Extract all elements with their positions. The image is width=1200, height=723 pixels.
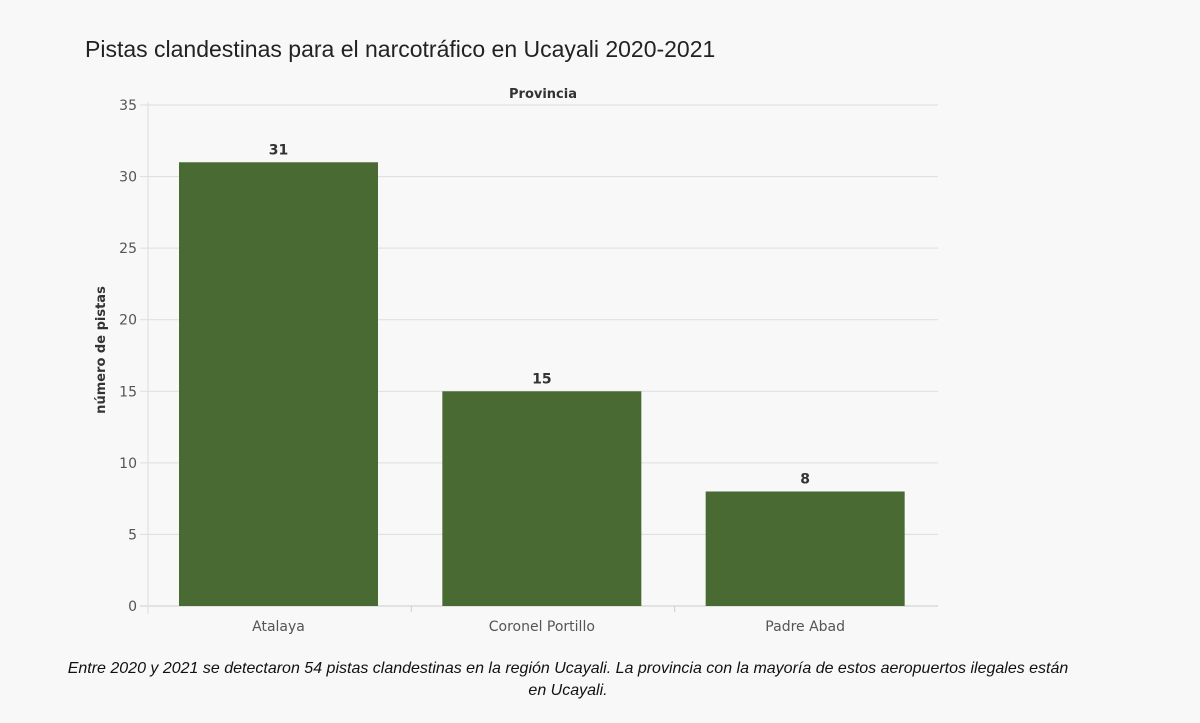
y-tick-label: 30 bbox=[119, 170, 137, 186]
data-label: 31 bbox=[269, 142, 288, 158]
chart-caption: Entre 2020 y 2021 se detectaron 54 pista… bbox=[67, 660, 1069, 699]
data-label: 15 bbox=[532, 371, 551, 387]
x-tick-label: Atalaya bbox=[252, 619, 305, 635]
column-header: Provincia bbox=[509, 87, 577, 102]
bar-coronel-portillo bbox=[442, 391, 642, 606]
y-tick-label: 15 bbox=[119, 384, 137, 400]
bar-padre-abad bbox=[705, 491, 905, 606]
x-tick-label: Coronel Portillo bbox=[489, 619, 595, 635]
y-tick-label: 35 bbox=[119, 98, 137, 114]
y-tick-label: 0 bbox=[128, 599, 137, 615]
x-tick-label: Padre Abad bbox=[765, 619, 845, 635]
y-axis-label: número de pistas bbox=[94, 286, 109, 414]
y-tick-label: 5 bbox=[128, 527, 137, 543]
bar-atalaya bbox=[179, 162, 378, 606]
chart-title: Pistas clandestinas para el narcotráfico… bbox=[85, 36, 716, 62]
y-tick-label: 10 bbox=[119, 456, 137, 472]
y-tick-label: 25 bbox=[119, 241, 137, 257]
data-label: 8 bbox=[800, 471, 810, 487]
y-tick-label: 20 bbox=[119, 313, 137, 329]
